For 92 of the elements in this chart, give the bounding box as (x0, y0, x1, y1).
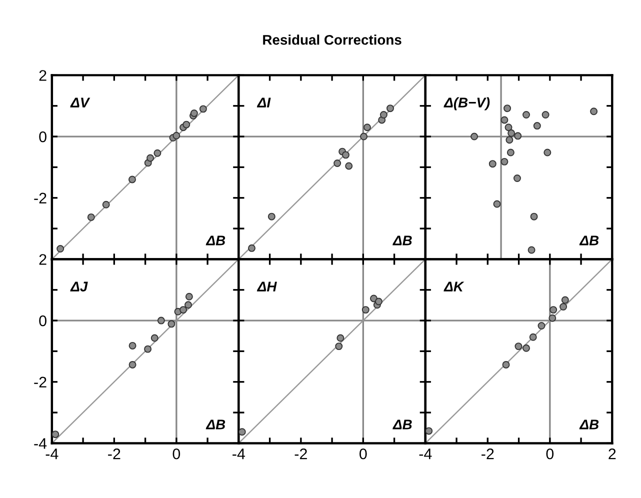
point (157, 316, 165, 324)
annotation: ΔB (392, 236, 412, 246)
point (514, 342, 522, 350)
point (504, 104, 512, 112)
point (342, 151, 350, 159)
point (522, 111, 530, 119)
point (470, 132, 478, 140)
point (128, 342, 136, 350)
point (248, 244, 256, 252)
point (199, 105, 207, 113)
point (154, 149, 162, 157)
x-tick-label: 0 (360, 448, 367, 460)
point (172, 132, 180, 140)
x-tick-label: 0 (172, 448, 180, 460)
point (268, 212, 276, 220)
point (144, 345, 152, 353)
point (561, 296, 569, 304)
point (508, 129, 516, 137)
annotation: ΔI (256, 98, 271, 108)
x-tick-label: -4 (419, 448, 432, 460)
x-tick-label: -2 (108, 448, 120, 460)
point (52, 430, 60, 438)
point (128, 176, 136, 184)
annotation: Δ(B−V) (444, 97, 490, 110)
point (550, 306, 558, 314)
point (180, 306, 188, 314)
annotation: ΔJ (70, 282, 88, 292)
point (335, 342, 343, 350)
point (502, 360, 510, 368)
point (360, 132, 368, 140)
point (493, 200, 501, 208)
point (56, 245, 64, 253)
y-tick-label: -2 (34, 192, 46, 204)
point (185, 292, 193, 300)
point (506, 148, 514, 156)
point (363, 124, 371, 132)
point (529, 333, 537, 341)
point (128, 360, 136, 368)
x-tick-label: 2 (608, 448, 616, 460)
y-tick-label: 2 (39, 254, 46, 265)
point (336, 334, 344, 342)
annotation: ΔH (256, 282, 277, 292)
x-tick-label: -2 (482, 448, 494, 460)
y-tick-label: -4 (34, 438, 47, 449)
point (184, 301, 192, 309)
point (102, 200, 110, 208)
point (488, 160, 496, 168)
point (528, 246, 536, 254)
point (425, 427, 433, 435)
point (362, 306, 370, 314)
point (374, 298, 382, 306)
chart-title: Residual Corrections (263, 34, 402, 45)
y-tick-label: 2 (39, 70, 46, 81)
x-tick-label: 0 (546, 448, 554, 460)
point (533, 122, 541, 130)
point (150, 334, 158, 342)
point (548, 314, 556, 322)
point (380, 111, 388, 119)
point (590, 108, 598, 116)
x-tick-label: -4 (232, 448, 246, 460)
annotation: ΔV (70, 98, 90, 108)
point (190, 109, 198, 117)
point (87, 213, 95, 221)
point (514, 132, 522, 140)
point (386, 104, 394, 112)
annotation: ΔB (392, 420, 412, 430)
point (238, 428, 246, 436)
point (334, 159, 342, 167)
annotation: ΔB (206, 420, 226, 430)
point (500, 116, 508, 124)
point (345, 162, 353, 170)
y-tick-label: 0 (39, 131, 46, 142)
point (542, 111, 550, 119)
x-tick-label: -2 (294, 448, 307, 460)
point (182, 120, 190, 128)
point (538, 322, 546, 330)
annotation: ΔB (579, 236, 599, 246)
point (522, 344, 530, 352)
y-tick-label: -2 (34, 376, 46, 388)
annotation: ΔB (579, 420, 599, 430)
point (560, 303, 568, 310)
point (504, 124, 512, 132)
y-tick-label: 0 (39, 315, 46, 326)
point (146, 154, 154, 162)
point (530, 212, 538, 220)
annotation: ΔK (444, 282, 464, 292)
point (544, 148, 552, 156)
point (168, 320, 176, 328)
point (506, 136, 514, 144)
annotation: ΔB (206, 236, 226, 246)
point (500, 158, 508, 166)
point (513, 174, 521, 182)
